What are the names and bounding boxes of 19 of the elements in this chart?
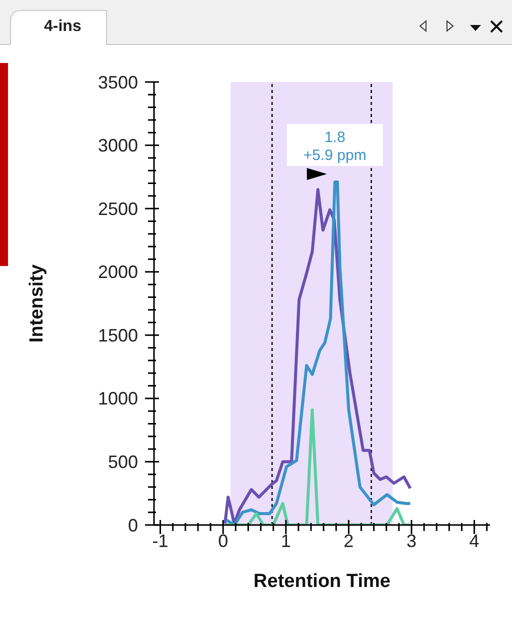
x-tick-label: 3 (406, 531, 417, 551)
y-tick-label: 2500 (98, 198, 138, 219)
y-tick-label: 3000 (98, 136, 138, 156)
x-tick-label: 1 (280, 531, 291, 551)
y-axis-title: Intensity (26, 264, 48, 343)
y-tick-label: 0 (128, 515, 138, 536)
y-tick-label: 500 (108, 452, 138, 472)
annotation: 1.8 +5.9 ppm (303, 128, 366, 164)
y-tick-label: 2000 (98, 262, 138, 282)
chart-title: 4-ins (44, 18, 82, 36)
y-tick-label: 3500 (98, 72, 138, 92)
x-tick-label: -1 (152, 531, 168, 551)
x-tick-label: 4 (469, 531, 480, 551)
x-tick-label: 2 (344, 531, 354, 551)
x-tick-label: 0 (218, 531, 228, 551)
x-axis-title: Retention Time (254, 571, 390, 592)
line-series (224, 408, 412, 525)
y-tick-label: 1500 (98, 325, 138, 346)
y-tick-label: 1000 (98, 388, 138, 409)
